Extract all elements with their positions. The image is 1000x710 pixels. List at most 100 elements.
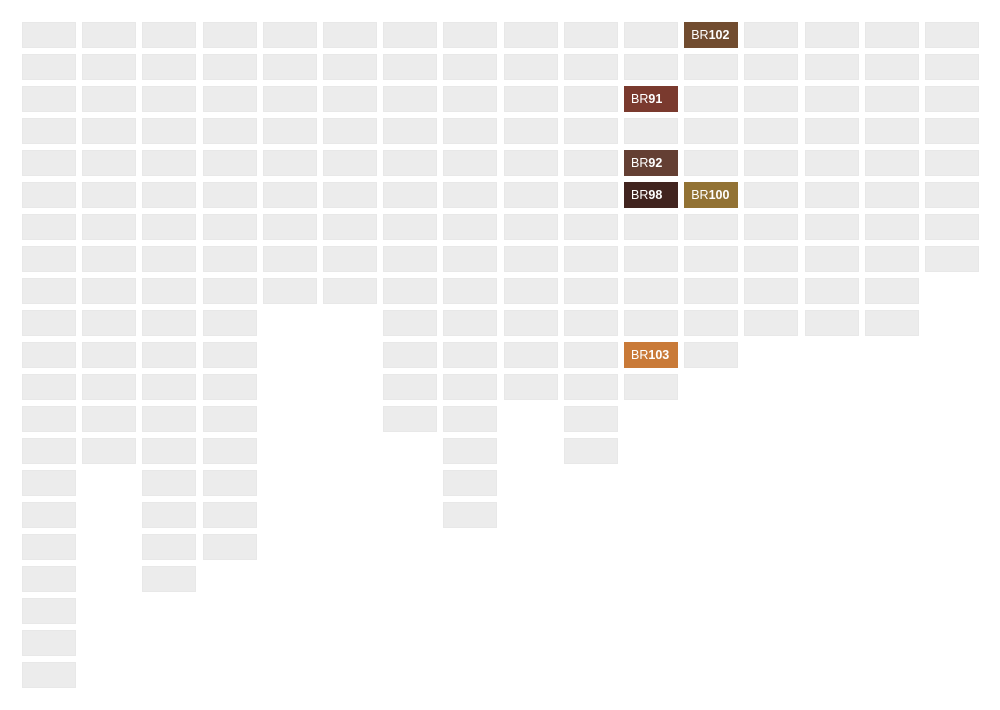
color-swatch-placeholder[interactable] — [262, 278, 317, 304]
color-swatch-placeholder[interactable] — [925, 22, 979, 48]
color-swatch-placeholder[interactable] — [624, 214, 678, 240]
color-swatch-placeholder[interactable] — [262, 246, 317, 272]
color-swatch-placeholder[interactable] — [262, 150, 317, 176]
color-swatch-placeholder[interactable] — [744, 118, 799, 144]
color-swatch-placeholder[interactable] — [864, 278, 919, 304]
color-swatch-placeholder[interactable] — [443, 118, 498, 144]
color-swatch-placeholder[interactable] — [142, 150, 197, 176]
color-swatch-placeholder[interactable] — [443, 246, 498, 272]
color-swatch-placeholder[interactable] — [684, 246, 739, 272]
color-swatch-placeholder[interactable] — [22, 214, 76, 240]
color-swatch-placeholder[interactable] — [864, 182, 919, 208]
color-swatch-placeholder[interactable] — [202, 118, 257, 144]
color-swatch-placeholder[interactable] — [744, 150, 799, 176]
color-swatch-placeholder[interactable] — [563, 118, 618, 144]
color-swatch-placeholder[interactable] — [563, 86, 618, 112]
color-swatch-placeholder[interactable] — [262, 22, 317, 48]
color-swatch-placeholder[interactable] — [22, 534, 76, 560]
color-swatch-placeholder[interactable] — [684, 150, 739, 176]
color-swatch-placeholder[interactable] — [383, 406, 438, 432]
color-swatch-br100[interactable]: BR 100 — [684, 182, 739, 208]
color-swatch-placeholder[interactable] — [202, 182, 257, 208]
color-swatch-placeholder[interactable] — [142, 342, 197, 368]
color-swatch-placeholder[interactable] — [563, 54, 618, 80]
color-swatch-placeholder[interactable] — [22, 54, 76, 80]
color-swatch-placeholder[interactable] — [503, 374, 558, 400]
color-swatch-placeholder[interactable] — [142, 86, 197, 112]
color-swatch-placeholder[interactable] — [503, 86, 558, 112]
color-swatch-placeholder[interactable] — [864, 310, 919, 336]
color-swatch-placeholder[interactable] — [503, 118, 558, 144]
color-swatch-placeholder[interactable] — [142, 502, 197, 528]
color-swatch-placeholder[interactable] — [925, 182, 979, 208]
color-swatch-placeholder[interactable] — [22, 342, 76, 368]
color-swatch-placeholder[interactable] — [202, 214, 257, 240]
color-swatch-placeholder[interactable] — [925, 214, 979, 240]
color-swatch-placeholder[interactable] — [142, 310, 197, 336]
color-swatch-placeholder[interactable] — [804, 278, 859, 304]
color-swatch-placeholder[interactable] — [503, 150, 558, 176]
color-swatch-placeholder[interactable] — [202, 502, 257, 528]
color-swatch-placeholder[interactable] — [925, 86, 979, 112]
color-swatch-placeholder[interactable] — [202, 438, 257, 464]
color-swatch-placeholder[interactable] — [503, 22, 558, 48]
color-swatch-placeholder[interactable] — [323, 278, 377, 304]
color-swatch-placeholder[interactable] — [443, 310, 498, 336]
color-swatch-placeholder[interactable] — [383, 342, 438, 368]
color-swatch-placeholder[interactable] — [443, 502, 498, 528]
color-swatch-placeholder[interactable] — [563, 438, 618, 464]
color-swatch-placeholder[interactable] — [503, 54, 558, 80]
color-swatch-placeholder[interactable] — [443, 278, 498, 304]
color-swatch-placeholder[interactable] — [864, 118, 919, 144]
color-swatch-placeholder[interactable] — [503, 342, 558, 368]
color-swatch-placeholder[interactable] — [22, 598, 76, 624]
color-swatch-placeholder[interactable] — [142, 278, 197, 304]
color-swatch-placeholder[interactable] — [804, 86, 859, 112]
color-swatch-placeholder[interactable] — [142, 406, 197, 432]
color-swatch-placeholder[interactable] — [804, 54, 859, 80]
color-swatch-placeholder[interactable] — [563, 310, 618, 336]
color-swatch-placeholder[interactable] — [925, 246, 979, 272]
color-swatch-placeholder[interactable] — [323, 214, 377, 240]
color-swatch-placeholder[interactable] — [503, 246, 558, 272]
color-swatch-placeholder[interactable] — [563, 182, 618, 208]
color-swatch-placeholder[interactable] — [82, 406, 137, 432]
color-swatch-placeholder[interactable] — [443, 54, 498, 80]
color-swatch-placeholder[interactable] — [142, 54, 197, 80]
color-swatch-placeholder[interactable] — [804, 310, 859, 336]
color-swatch-placeholder[interactable] — [202, 342, 257, 368]
color-swatch-placeholder[interactable] — [864, 150, 919, 176]
color-swatch-placeholder[interactable] — [383, 214, 438, 240]
color-swatch-placeholder[interactable] — [864, 86, 919, 112]
color-swatch-placeholder[interactable] — [744, 246, 799, 272]
color-swatch-placeholder[interactable] — [443, 470, 498, 496]
color-swatch-br103[interactable]: BR 103 — [624, 342, 678, 368]
color-swatch-placeholder[interactable] — [383, 374, 438, 400]
color-swatch-br91[interactable]: BR 91 — [624, 86, 678, 112]
color-swatch-placeholder[interactable] — [744, 182, 799, 208]
color-swatch-placeholder[interactable] — [202, 374, 257, 400]
color-swatch-placeholder[interactable] — [624, 278, 678, 304]
color-swatch-placeholder[interactable] — [563, 374, 618, 400]
color-swatch-placeholder[interactable] — [262, 214, 317, 240]
color-swatch-placeholder[interactable] — [383, 118, 438, 144]
color-swatch-placeholder[interactable] — [804, 214, 859, 240]
color-swatch-placeholder[interactable] — [684, 86, 739, 112]
color-swatch-placeholder[interactable] — [563, 246, 618, 272]
color-swatch-placeholder[interactable] — [82, 22, 137, 48]
color-swatch-placeholder[interactable] — [142, 534, 197, 560]
color-swatch-placeholder[interactable] — [563, 342, 618, 368]
color-swatch-placeholder[interactable] — [443, 22, 498, 48]
color-swatch-placeholder[interactable] — [744, 278, 799, 304]
color-swatch-placeholder[interactable] — [202, 22, 257, 48]
color-swatch-placeholder[interactable] — [22, 662, 76, 688]
color-swatch-placeholder[interactable] — [22, 246, 76, 272]
color-swatch-placeholder[interactable] — [684, 214, 739, 240]
color-swatch-placeholder[interactable] — [202, 86, 257, 112]
color-swatch-placeholder[interactable] — [82, 54, 137, 80]
color-swatch-placeholder[interactable] — [323, 22, 377, 48]
color-swatch-placeholder[interactable] — [22, 438, 76, 464]
color-swatch-placeholder[interactable] — [804, 246, 859, 272]
color-swatch-placeholder[interactable] — [684, 118, 739, 144]
color-swatch-placeholder[interactable] — [142, 438, 197, 464]
